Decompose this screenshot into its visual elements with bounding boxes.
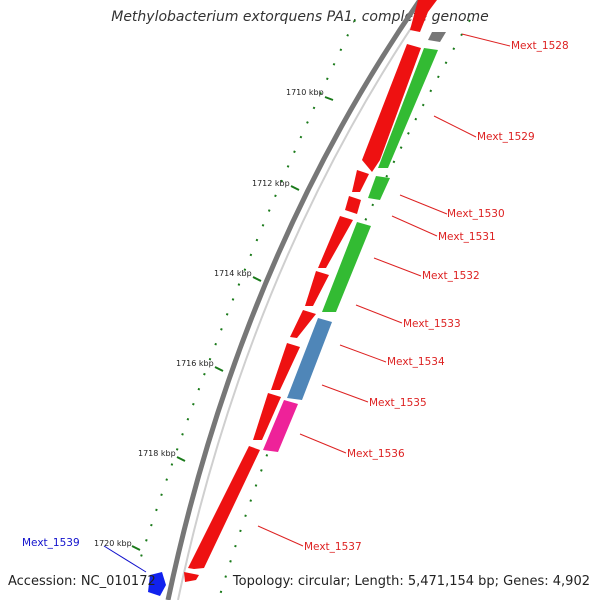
gene-1538-arrow bbox=[184, 572, 199, 582]
track-dots-left bbox=[139, 19, 356, 561]
accession-text: Accession: NC_010172 bbox=[8, 574, 156, 589]
tick-1720 bbox=[131, 545, 141, 551]
tick-1710 bbox=[324, 96, 334, 101]
leader-1530 bbox=[399, 194, 448, 215]
gene-1539-arrow bbox=[148, 572, 166, 596]
gene-label-1535[interactable]: Mext_1535 bbox=[369, 397, 427, 409]
forward-genes bbox=[184, 0, 437, 582]
leader-1529 bbox=[433, 115, 477, 138]
cog-1528 bbox=[428, 32, 446, 42]
tick-label-1720: 1720 kbp bbox=[94, 539, 132, 548]
gene-label-1528[interactable]: Mext_1528 bbox=[511, 40, 569, 52]
leader-1539 bbox=[103, 545, 147, 573]
map-title: Methylobacterium extorquens PA1, complet… bbox=[111, 9, 489, 25]
leader-1534 bbox=[339, 344, 387, 363]
gene-1532-arrow bbox=[318, 216, 353, 268]
cog-1529 bbox=[378, 48, 438, 168]
cog-1532 bbox=[322, 222, 371, 312]
leader-1535 bbox=[321, 384, 369, 403]
cog-track bbox=[263, 32, 446, 452]
leader-1536 bbox=[299, 433, 347, 454]
tick-1712 bbox=[290, 185, 300, 191]
tick-label-1716: 1716 kbp bbox=[176, 359, 214, 368]
gene-label-1536[interactable]: Mext_1536 bbox=[347, 448, 405, 460]
gene-1529-arrow bbox=[362, 44, 421, 172]
tick-label-1710: 1710 kbp bbox=[286, 88, 324, 97]
topology-text: Topology: circular; Length: 5,471,154 bp… bbox=[232, 574, 590, 589]
gene-label-1534[interactable]: Mext_1534 bbox=[387, 356, 445, 368]
gene-1528-arrow bbox=[410, 0, 437, 32]
leader-1533 bbox=[355, 304, 403, 324]
gene-label-1539[interactable]: Mext_1539 bbox=[22, 537, 80, 549]
backbone-outer bbox=[165, 0, 423, 600]
tick-label-1714: 1714 kbp bbox=[214, 269, 252, 278]
tick-label-1712: 1712 kbp bbox=[252, 179, 290, 188]
gene-1535-arrow bbox=[271, 343, 300, 390]
gene-label-1531[interactable]: Mext_1531 bbox=[438, 231, 496, 243]
gene-label-1532[interactable]: Mext_1532 bbox=[422, 270, 480, 282]
tick-1718 bbox=[176, 456, 186, 462]
gene-label-1533[interactable]: Mext_1533 bbox=[403, 318, 461, 330]
gene-leader-lines bbox=[103, 33, 511, 573]
gene-1536-arrow bbox=[253, 393, 281, 440]
gene-label-1529[interactable]: Mext_1529 bbox=[477, 131, 535, 143]
gene-1534-arrow bbox=[290, 310, 316, 338]
leader-1531 bbox=[391, 215, 438, 237]
gene-label-1530[interactable]: Mext_1530 bbox=[447, 208, 505, 220]
gene-1533-arrow bbox=[305, 271, 329, 306]
tick-label-1718: 1718 kbp bbox=[138, 449, 176, 458]
tick-1714 bbox=[252, 276, 262, 282]
backbone-inner bbox=[177, 0, 431, 600]
gene-1531-arrow bbox=[345, 196, 361, 214]
leader-1532 bbox=[373, 257, 422, 277]
cog-1530 bbox=[368, 176, 390, 200]
cog-1534 bbox=[287, 318, 332, 400]
tick-marks bbox=[131, 96, 334, 551]
leader-1537 bbox=[257, 525, 304, 547]
gene-1530-arrow bbox=[352, 170, 369, 192]
gene-label-1537[interactable]: Mext_1537 bbox=[304, 541, 362, 553]
leader-1528 bbox=[461, 33, 511, 47]
gene-1537-arrow bbox=[188, 446, 260, 569]
tick-1716 bbox=[214, 366, 224, 372]
cog-1536 bbox=[263, 400, 298, 452]
